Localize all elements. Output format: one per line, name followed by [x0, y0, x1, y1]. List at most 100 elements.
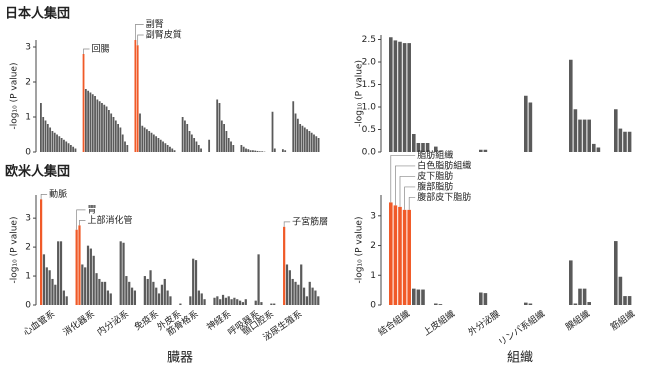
bar — [40, 103, 42, 152]
leader-line — [408, 197, 416, 210]
bar — [627, 296, 632, 305]
bar — [189, 296, 192, 305]
y-tick-label: 2 — [25, 78, 31, 88]
x-tick-label: 上皮組織 — [421, 308, 457, 338]
bar — [181, 117, 184, 152]
bar — [69, 145, 72, 152]
bar — [270, 303, 273, 305]
bar — [285, 264, 289, 305]
bar — [72, 146, 75, 152]
bar — [146, 278, 149, 305]
bar — [194, 260, 198, 305]
x-tick-label: 外分泌腺 — [466, 308, 502, 338]
bar — [245, 148, 247, 152]
bar — [220, 120, 223, 152]
bar — [308, 131, 311, 152]
bar — [238, 300, 242, 305]
y-axis-label: -log₁₀ (P value) — [10, 63, 20, 130]
bar — [434, 303, 438, 305]
bar — [412, 288, 416, 305]
bar — [86, 245, 90, 305]
bar — [109, 293, 112, 305]
bar — [578, 288, 582, 305]
highlight-bar — [393, 205, 398, 305]
y-axis-label: -log₁₀ (P value) — [355, 60, 365, 127]
bar — [236, 299, 239, 305]
bar — [273, 303, 276, 305]
bar — [89, 92, 92, 152]
bar — [296, 118, 299, 152]
highlight-bar — [398, 206, 402, 305]
bar — [91, 94, 94, 152]
bar — [225, 131, 228, 152]
bar — [143, 127, 146, 152]
bar — [74, 148, 77, 152]
bar — [227, 296, 230, 305]
bar — [89, 248, 92, 305]
bar — [42, 117, 45, 152]
bar — [244, 299, 247, 305]
bar — [592, 143, 596, 152]
bar — [190, 134, 193, 152]
bar — [254, 150, 257, 152]
highlight-label: 副腎 — [146, 19, 164, 30]
bar — [197, 290, 200, 305]
bar — [247, 149, 250, 152]
bar — [240, 145, 243, 152]
bar — [261, 151, 264, 152]
bar — [48, 270, 51, 305]
highlight-label: 回腸 — [92, 44, 110, 55]
bar — [164, 143, 167, 152]
bar — [254, 300, 257, 305]
leader-line — [76, 209, 86, 230]
bar — [393, 40, 398, 152]
bar — [179, 303, 182, 305]
bar — [273, 148, 276, 152]
bar — [314, 290, 317, 305]
bar — [252, 150, 254, 152]
bar — [101, 103, 103, 152]
bar — [62, 290, 65, 305]
bar — [213, 297, 216, 305]
bar — [53, 132, 56, 152]
bar — [166, 290, 169, 305]
bar — [110, 113, 113, 152]
bar — [260, 302, 263, 305]
y-tick-label: 0 — [25, 148, 31, 158]
bar — [141, 125, 144, 152]
bar — [208, 139, 211, 152]
bar — [92, 255, 95, 305]
bar — [45, 267, 48, 305]
bar — [587, 119, 591, 152]
bar — [569, 59, 573, 152]
x-tick-label: 心血管系 — [21, 308, 57, 338]
bar — [614, 109, 618, 152]
bar — [106, 290, 110, 305]
y-tick-label: 2.5 — [362, 35, 376, 45]
bar — [306, 129, 308, 152]
bar — [317, 138, 320, 152]
bar — [125, 276, 128, 305]
y-tick-label: 3 — [25, 43, 31, 53]
y-tick-label: 0.0 — [362, 148, 377, 158]
bar — [117, 124, 119, 152]
y-axis-label: -log₁₀ (P value) — [10, 217, 20, 284]
bar — [421, 289, 425, 305]
bar — [288, 270, 291, 305]
panel-title: 日本人集団 — [5, 6, 70, 22]
bar — [96, 99, 99, 152]
bar — [241, 302, 245, 305]
highlight-bar — [389, 202, 393, 305]
bar — [84, 89, 87, 152]
bar — [119, 241, 122, 305]
bar — [171, 148, 174, 152]
highlight-label: 子宮筋層 — [292, 215, 328, 227]
highlight-bar — [407, 209, 411, 305]
bar — [60, 138, 63, 152]
bar — [65, 296, 68, 305]
bar — [305, 296, 309, 305]
bar — [126, 145, 129, 152]
bar — [227, 138, 230, 152]
highlight-label: 胃 — [87, 204, 96, 215]
